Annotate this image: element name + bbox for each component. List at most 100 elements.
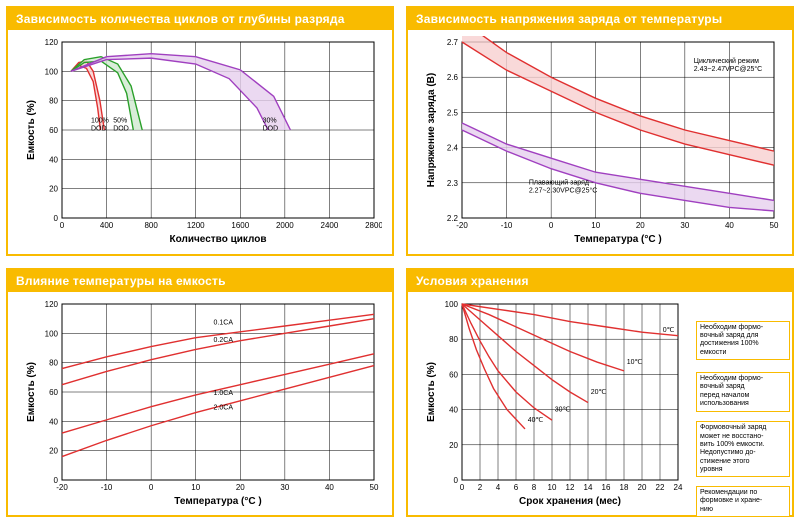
svg-text:400: 400 xyxy=(100,221,114,230)
svg-text:14: 14 xyxy=(584,483,593,492)
panel-title-voltage: Зависимость напряжения заряда от темпера… xyxy=(408,8,792,30)
panel-body-voltage: -20-10010203040502.22.32.42.52.62.7Темпе… xyxy=(408,30,792,254)
svg-text:-20: -20 xyxy=(56,483,68,492)
svg-text:Емкость (%): Емкость (%) xyxy=(26,362,37,422)
svg-text:40: 40 xyxy=(49,417,58,426)
svg-text:Температура (°C ): Температура (°C ) xyxy=(174,496,261,507)
svg-text:Емкость (%): Емкость (%) xyxy=(426,362,437,422)
svg-text:0: 0 xyxy=(149,483,154,492)
svg-text:Температура (°C ): Температура (°C ) xyxy=(574,234,661,245)
svg-text:10: 10 xyxy=(548,483,557,492)
panel-body-temp-cap: -20-1001020304050020406080100120Температ… xyxy=(8,292,392,516)
panel-body-storage: 024681012141618202224020406080100Срок хр… xyxy=(408,292,792,516)
svg-text:40: 40 xyxy=(725,221,734,230)
svg-text:60: 60 xyxy=(49,126,58,135)
svg-text:100: 100 xyxy=(45,67,59,76)
svg-text:4: 4 xyxy=(496,483,501,492)
svg-text:2.5: 2.5 xyxy=(447,108,459,117)
svg-text:20: 20 xyxy=(49,185,58,194)
svg-text:40: 40 xyxy=(449,405,458,414)
svg-text:60: 60 xyxy=(449,370,458,379)
svg-text:22: 22 xyxy=(656,483,665,492)
svg-text:6: 6 xyxy=(514,483,519,492)
svg-text:2.6: 2.6 xyxy=(447,73,459,82)
svg-text:20: 20 xyxy=(638,483,647,492)
svg-text:120: 120 xyxy=(45,300,59,309)
svg-text:1600: 1600 xyxy=(231,221,249,230)
chart-temp-cap: -20-1001020304050020406080100120Температ… xyxy=(16,298,382,510)
svg-text:2800: 2800 xyxy=(365,221,382,230)
panel-title-cycles: Зависимость количества циклов от глубины… xyxy=(8,8,392,30)
svg-text:30%DOD: 30%DOD xyxy=(263,118,279,133)
svg-text:-20: -20 xyxy=(456,221,468,230)
panel-temp-cap: Влияние температуры на емкость -20 -10 0 10… xyxy=(6,268,394,518)
svg-text:20: 20 xyxy=(449,440,458,449)
svg-text:0: 0 xyxy=(549,221,554,230)
storage-annotation: Рекомендации поформовке и хране-нию xyxy=(696,486,790,517)
svg-text:50%DOD: 50%DOD xyxy=(113,118,129,133)
svg-text:10℃: 10℃ xyxy=(627,358,643,365)
svg-text:30: 30 xyxy=(280,483,289,492)
svg-text:2: 2 xyxy=(478,483,483,492)
svg-text:Напряжение заряда (В): Напряжение заряда (В) xyxy=(426,73,437,187)
panel-title-storage: Условия хранения xyxy=(408,270,792,292)
panel-storage: Условия хранения 02468101214161820222402… xyxy=(406,268,794,518)
svg-text:10: 10 xyxy=(191,483,200,492)
svg-text:2000: 2000 xyxy=(276,221,294,230)
svg-text:50: 50 xyxy=(770,221,779,230)
svg-text:-10: -10 xyxy=(101,483,113,492)
svg-text:30℃: 30℃ xyxy=(555,406,571,413)
svg-text:40: 40 xyxy=(49,155,58,164)
svg-text:100: 100 xyxy=(45,329,59,338)
svg-text:20: 20 xyxy=(49,446,58,455)
svg-text:16: 16 xyxy=(602,483,611,492)
svg-text:1.0CA: 1.0CA xyxy=(214,389,234,396)
svg-text:30: 30 xyxy=(680,221,689,230)
chart-cycles: 0 400 800 1200 1600 2000 2400 2800 0 20 40 60 80 100 1… xyxy=(16,36,382,248)
svg-text:0: 0 xyxy=(54,214,59,223)
svg-text:60: 60 xyxy=(49,388,58,397)
svg-text:100%DOD: 100%DOD xyxy=(91,118,109,133)
svg-text:40: 40 xyxy=(325,483,334,492)
svg-text:50: 50 xyxy=(370,483,379,492)
svg-text:1200: 1200 xyxy=(187,221,205,230)
chart-grid: Зависимость количества циклов от глубины… xyxy=(6,6,794,517)
svg-text:120: 120 xyxy=(45,38,59,47)
svg-text:Емкость (%): Емкость (%) xyxy=(26,100,37,160)
storage-annotation: Необходим формо-вочный зарядперед начало… xyxy=(696,372,790,412)
svg-text:2400: 2400 xyxy=(321,221,339,230)
svg-text:2.7: 2.7 xyxy=(447,38,459,47)
svg-text:0: 0 xyxy=(60,221,65,230)
svg-text:0.2CA: 0.2CA xyxy=(214,337,234,344)
svg-text:Плавающий заряд2.27~2.30VPC@25: Плавающий заряд2.27~2.30VPC@25°C xyxy=(529,179,597,195)
svg-text:0℃: 0℃ xyxy=(663,327,675,334)
svg-text:0: 0 xyxy=(454,476,459,485)
svg-text:10: 10 xyxy=(591,221,600,230)
storage-annotation: Формовочный зарядможет не восстано-вить … xyxy=(696,421,790,477)
svg-text:20: 20 xyxy=(236,483,245,492)
svg-text:100: 100 xyxy=(445,300,459,309)
svg-text:8: 8 xyxy=(532,483,537,492)
svg-text:80: 80 xyxy=(49,97,58,106)
svg-text:2.4: 2.4 xyxy=(447,144,459,153)
chart-storage: 024681012141618202224020406080100Срок хр… xyxy=(416,298,686,510)
svg-text:Количество циклов: Количество циклов xyxy=(170,234,267,245)
storage-annotation: Необходим формо-вочный заряд длядостижен… xyxy=(696,321,790,361)
svg-text:2.0CA: 2.0CA xyxy=(214,404,234,411)
svg-text:-10: -10 xyxy=(501,221,513,230)
svg-text:18: 18 xyxy=(620,483,629,492)
svg-text:0: 0 xyxy=(54,476,59,485)
svg-text:80: 80 xyxy=(449,335,458,344)
svg-text:0.1CA: 0.1CA xyxy=(214,319,234,326)
svg-text:40℃: 40℃ xyxy=(528,416,544,423)
svg-text:20: 20 xyxy=(636,221,645,230)
svg-text:Циклический режим2.43~2.47VPC@: Циклический режим2.43~2.47VPC@25°C xyxy=(694,57,762,73)
svg-text:12: 12 xyxy=(566,483,575,492)
panel-body-cycles: 0 400 800 1200 1600 2000 2400 2800 0 20 40 60 80 100 1… xyxy=(8,30,392,254)
svg-text:800: 800 xyxy=(144,221,158,230)
panel-title-temp-cap: Влияние температуры на емкость xyxy=(8,270,392,292)
svg-text:24: 24 xyxy=(674,483,683,492)
svg-text:0: 0 xyxy=(460,483,465,492)
panel-voltage: Зависимость напряжения заряда от темпера… xyxy=(406,6,794,256)
panel-cycles: Зависимость количества циклов от глубины… xyxy=(6,6,394,256)
